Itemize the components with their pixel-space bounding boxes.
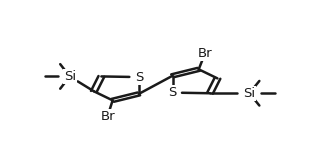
Text: Si: Si: [243, 87, 255, 100]
Text: Si: Si: [64, 70, 76, 83]
Text: Br: Br: [100, 110, 115, 123]
Text: S: S: [135, 71, 143, 83]
Text: Br: Br: [198, 47, 212, 60]
Text: S: S: [168, 86, 177, 99]
